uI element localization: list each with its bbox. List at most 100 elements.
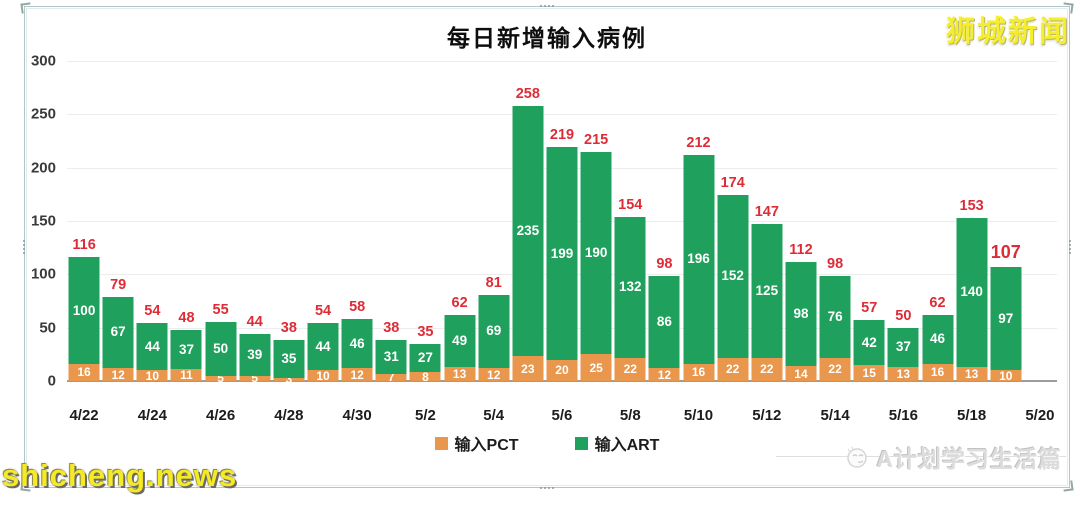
bar-segment-art: 76 bbox=[819, 276, 851, 358]
bar-slot-4/26: 5 50 55 bbox=[204, 61, 238, 384]
legend-label-pct: 输入PCT bbox=[454, 437, 519, 454]
bar-segment-pct: 25 bbox=[580, 354, 612, 381]
art-value-label: 97 bbox=[998, 310, 1014, 326]
bar-segment-art: 27 bbox=[409, 343, 441, 373]
art-value-label: 152 bbox=[721, 268, 744, 284]
bar-segment-pct: 10 bbox=[990, 370, 1022, 382]
watermark-divider-line bbox=[776, 456, 1066, 457]
pct-value-label: 22 bbox=[760, 362, 774, 377]
bar-segment-pct: 5 bbox=[239, 372, 271, 384]
pct-value-label: 10 bbox=[316, 368, 330, 383]
total-label: 212 bbox=[686, 134, 711, 151]
y-tick-label: 200 bbox=[30, 159, 56, 177]
art-value-label: 44 bbox=[144, 338, 160, 354]
resize-handle-bottom-right[interactable] bbox=[1062, 480, 1074, 492]
resize-handle-left[interactable] bbox=[23, 240, 25, 254]
bar-slot-4/30: 12 46 58 bbox=[340, 61, 374, 381]
y-axis: 0 50 100 150 200 250 300 bbox=[25, 53, 61, 390]
total-label: 38 bbox=[280, 320, 297, 337]
pct-value-label: 22 bbox=[623, 362, 637, 377]
resize-handle-bottom[interactable] bbox=[540, 487, 554, 489]
bar-slot-5/3: 13 49 62 bbox=[443, 61, 477, 381]
total-label: 258 bbox=[515, 85, 540, 102]
total-label: 112 bbox=[789, 241, 813, 258]
bar-slot-4/23: 12 67 79 bbox=[101, 61, 135, 381]
bar-segment-art: 39 bbox=[239, 334, 271, 376]
total-label: 48 bbox=[178, 309, 195, 326]
art-value-label: 76 bbox=[827, 309, 843, 325]
art-value-label: 100 bbox=[72, 302, 96, 318]
total-label: 215 bbox=[584, 131, 609, 148]
total-label: 81 bbox=[485, 274, 502, 291]
bar-segment-art: 67 bbox=[102, 296, 134, 369]
pct-value-label: 12 bbox=[487, 367, 501, 382]
resize-handle-top[interactable] bbox=[540, 5, 554, 7]
art-value-label: 190 bbox=[584, 245, 608, 261]
pct-value-label: 16 bbox=[930, 365, 945, 380]
art-value-label: 140 bbox=[960, 284, 983, 300]
bar-segment-pct: 13 bbox=[887, 367, 919, 381]
pct-value-label: 13 bbox=[964, 367, 979, 382]
bar-segment-art: 35 bbox=[273, 340, 305, 378]
art-value-label: 46 bbox=[349, 335, 365, 351]
bar-slot-5/13: 14 98 112 bbox=[784, 61, 818, 381]
bar-segment-pct: 7 bbox=[375, 371, 407, 383]
resize-handle-right[interactable] bbox=[1069, 240, 1071, 254]
bar-segment-pct: 13 bbox=[956, 367, 988, 381]
bar-segment-art: 196 bbox=[683, 154, 715, 364]
art-value-label: 37 bbox=[895, 339, 911, 355]
bar-segment-pct: 12 bbox=[102, 368, 134, 381]
x-tick-label: 4/22 bbox=[69, 407, 99, 424]
total-label: 62 bbox=[451, 294, 468, 311]
bar-slot-5/12: 22 125 147 bbox=[750, 61, 784, 381]
bar-segment-pct: 14 bbox=[785, 366, 817, 381]
pct-value-label: 12 bbox=[111, 367, 125, 382]
bar-slot-5/14: 22 76 98 bbox=[818, 61, 852, 381]
legend-item-art: 输入ART bbox=[574, 431, 659, 455]
bar-segment-art: 49 bbox=[444, 314, 476, 368]
bar-segment-pct: 22 bbox=[614, 357, 646, 381]
watermark-shicheng-news-url: shicheng.news bbox=[2, 458, 238, 493]
bar-slot-5/9: 12 86 98 bbox=[647, 61, 681, 381]
bar-segment-pct: 12 bbox=[478, 368, 510, 381]
bar-segment-art: 31 bbox=[375, 340, 407, 374]
bar-segment-pct: 22 bbox=[751, 357, 783, 381]
total-label: 154 bbox=[618, 196, 643, 213]
pct-value-label: 5 bbox=[251, 371, 259, 386]
bar-slot-4/28: 3 35 38 bbox=[272, 61, 306, 385]
bar-segment-art: 46 bbox=[922, 314, 953, 364]
bar-slot-4/29: 10 44 54 bbox=[306, 61, 340, 382]
bar-segment-art: 44 bbox=[136, 323, 168, 371]
y-tick-label: 0 bbox=[47, 372, 56, 390]
bar-segment-art: 44 bbox=[307, 323, 339, 371]
pct-value-label: 16 bbox=[691, 365, 706, 380]
legend: 输入PCT 输入ART bbox=[25, 431, 1069, 455]
total-label: 147 bbox=[754, 204, 779, 221]
art-value-label: 69 bbox=[486, 323, 502, 339]
x-tick-label: 4/30 bbox=[342, 407, 372, 424]
legend-item-pct: 输入PCT bbox=[434, 431, 519, 455]
total-label: 116 bbox=[72, 237, 96, 254]
art-value-label: 86 bbox=[656, 314, 672, 330]
art-value-label: 37 bbox=[178, 341, 194, 357]
pct-value-label: 13 bbox=[452, 367, 467, 382]
y-tick-label: 150 bbox=[30, 212, 56, 230]
art-value-label: 50 bbox=[213, 341, 229, 356]
art-value-label: 35 bbox=[281, 351, 297, 367]
art-value-label: 46 bbox=[929, 331, 946, 347]
x-tick-label: 5/10 bbox=[683, 407, 714, 424]
bar-slot-4/24: 10 44 54 bbox=[135, 61, 169, 382]
pct-value-label: 25 bbox=[589, 360, 603, 375]
bar-slot-5/2: 8 27 35 bbox=[408, 61, 442, 383]
bar-slot-5/7: 25 190 215 bbox=[579, 61, 613, 381]
bar-segment-pct: 12 bbox=[648, 368, 680, 381]
art-value-label: 67 bbox=[110, 324, 126, 340]
bar-segment-art: 97 bbox=[990, 266, 1022, 371]
bar-segment-art: 199 bbox=[546, 147, 578, 360]
total-label: 55 bbox=[212, 302, 229, 319]
resize-handle-top-left[interactable] bbox=[20, 2, 32, 14]
bar-slot-5/19: 10 97 107 bbox=[989, 61, 1023, 382]
x-tick-label: 5/8 bbox=[619, 407, 641, 424]
art-value-label: 44 bbox=[315, 338, 331, 354]
bar-segment-pct: 10 bbox=[136, 370, 168, 382]
